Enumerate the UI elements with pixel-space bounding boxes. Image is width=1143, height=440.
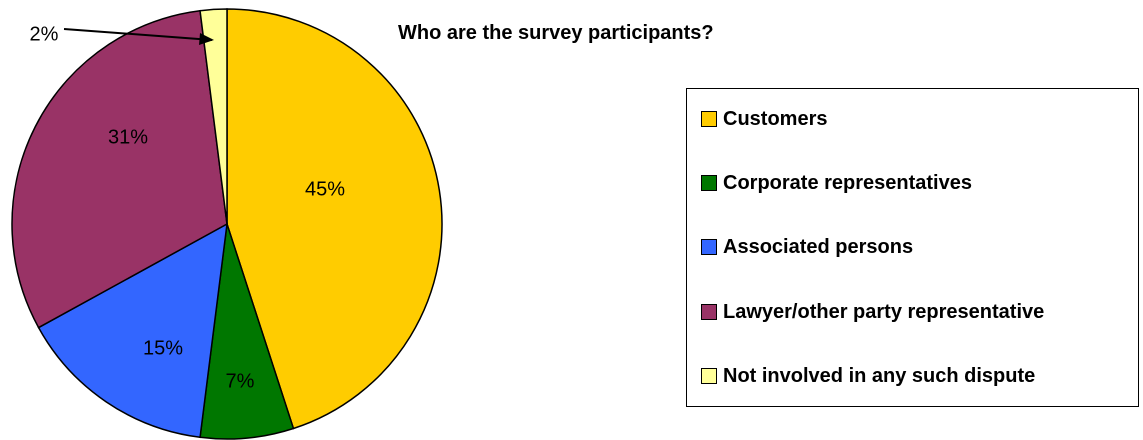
legend-item-corporate-representatives: Corporate representatives	[701, 171, 972, 195]
legend-item-customers: Customers	[701, 107, 827, 131]
data-label-corporate-representatives: 7%	[226, 370, 255, 392]
legend-label-not-involved: Not involved in any such dispute	[723, 364, 1036, 387]
legend-item-lawyer-representative: Lawyer/other party representative	[701, 300, 1044, 324]
legend-label-lawyer-representative: Lawyer/other party representative	[723, 300, 1045, 323]
legend-label-customers: Customers	[723, 107, 828, 130]
pie-slice-customers	[226, 8, 443, 430]
pie-slice-associated-persons	[37, 222, 228, 439]
legend-swatch-associated-persons	[701, 239, 717, 255]
data-label-associated-persons: 15%	[143, 337, 183, 359]
legend-swatch-corporate-representatives	[701, 175, 717, 191]
data-label-lawyer-representative: 31%	[108, 126, 148, 148]
legend-swatch-not-involved	[701, 368, 717, 384]
pie-labels: 45% 7% 15% 31% 2%	[30, 23, 346, 392]
leader-line-not-involved	[63, 28, 213, 41]
data-label-not-involved: 2%	[30, 23, 59, 45]
legend-item-not-involved: Not involved in any such dispute	[701, 364, 1035, 388]
chart-title: Who are the survey participants?	[398, 22, 714, 44]
legend-swatch-customers	[701, 111, 717, 127]
pie-slice-not-involved	[199, 8, 228, 225]
pie-slices	[11, 8, 443, 440]
legend-swatch-lawyer-representative	[701, 304, 717, 320]
legend-label-associated-persons: Associated persons	[723, 235, 914, 258]
leader-arrowhead-not-involved	[199, 33, 214, 45]
data-label-customers: 45%	[305, 178, 345, 200]
chart-legend: Customers Corporate representatives Asso…	[686, 88, 1139, 407]
legend-label-corporate-representatives: Corporate representatives	[723, 171, 972, 194]
legend-item-associated-persons: Associated persons	[701, 235, 913, 259]
pie-slice-lawyer-representative	[11, 9, 228, 329]
